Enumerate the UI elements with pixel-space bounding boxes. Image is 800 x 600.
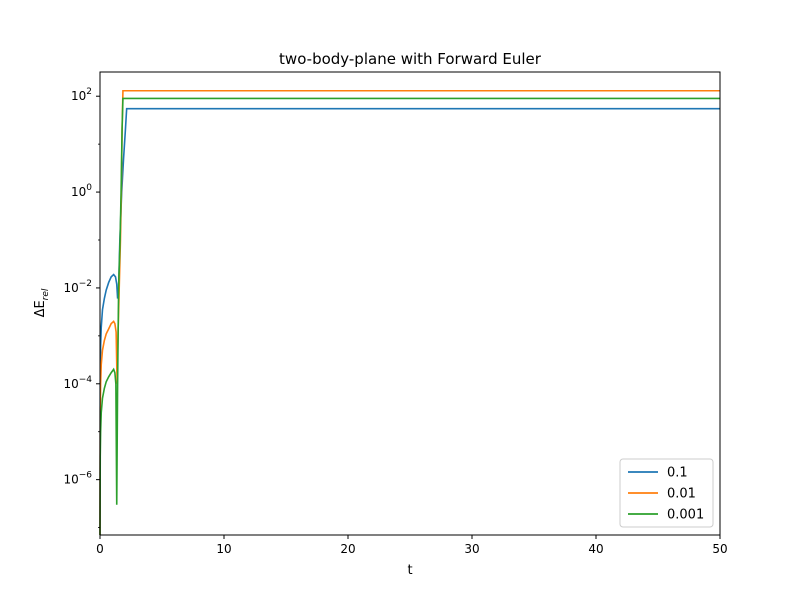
- x-tick-label: 40: [588, 542, 603, 556]
- legend-box: [619, 458, 714, 528]
- y-axis-label: ΔErel: [33, 288, 51, 317]
- x-tick-label: 50: [712, 542, 727, 556]
- legend-items: 0.1 0.01 0.001: [628, 466, 704, 523]
- y-axis-label-main: ΔE: [33, 300, 48, 317]
- x-tick-label: 0: [96, 542, 104, 556]
- series-line-0: [99, 107, 720, 536]
- y-tick-label: 10−4: [63, 375, 92, 391]
- x-axis-label: t: [407, 563, 412, 578]
- x-tick-label: 30: [464, 542, 479, 556]
- x-tick-label: 20: [340, 542, 355, 556]
- y-tick-label: 10−6: [63, 471, 92, 487]
- y-tick-label: 10−2: [63, 279, 92, 295]
- chart-title: two-body-plane with Forward Euler: [279, 50, 542, 68]
- y-tick-label: 100: [71, 183, 92, 199]
- legend-label-2: 0.001: [667, 508, 704, 523]
- series-line-2: [99, 97, 720, 536]
- x-tick-label: 10: [216, 542, 231, 556]
- legend: 0.1 0.01 0.001: [619, 458, 714, 528]
- legend-label-0: 0.1: [667, 466, 688, 481]
- plot-lines: [99, 89, 720, 536]
- y-tick-label: 102: [71, 87, 92, 103]
- x-axis-ticks: 0 10 20 30 40 50: [96, 535, 728, 556]
- y-axis-label-sub: rel: [41, 288, 51, 300]
- y-axis-ticks: 10−6 10−4 10−2 100 102: [63, 87, 100, 528]
- plot-frame: [99, 71, 721, 536]
- legend-label-1: 0.01: [667, 487, 696, 502]
